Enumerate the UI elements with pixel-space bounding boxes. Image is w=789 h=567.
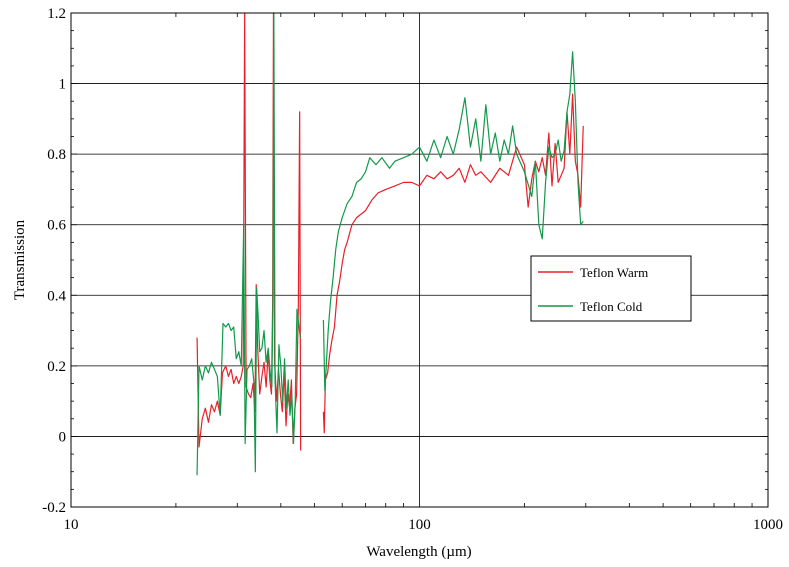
- y-tick-label: 0.4: [47, 288, 66, 304]
- x-tick-labels: 10 100 1000: [64, 517, 784, 533]
- x-tick-label: 1000: [753, 517, 783, 533]
- series-layer: [196, 12, 584, 476]
- x-tick-label: 100: [408, 517, 431, 533]
- series-line-teflon-cold: [196, 12, 301, 476]
- legend-label-teflon-warm: Teflon Warm: [580, 265, 648, 280]
- x-tick-label: 10: [64, 517, 79, 533]
- y-tick-label: 0.2: [47, 359, 66, 375]
- legend-box: [530, 255, 692, 322]
- y-tick-label: 1.2: [47, 6, 66, 22]
- y-tick-labels: -0.2 0 0.2 0.4 0.6 0.8 1 1.2: [42, 6, 66, 516]
- legend: Teflon Warm Teflon Cold: [530, 255, 692, 322]
- y-tick-label: 0.8: [47, 147, 66, 163]
- series-line-teflon-cold: [322, 51, 584, 392]
- plot-frame: [70, 12, 769, 508]
- series-line-teflon-warm: [322, 93, 584, 434]
- y-tick-label: 0: [59, 429, 67, 445]
- y-axis-title: Transmission: [12, 219, 28, 300]
- grid: [71, 13, 768, 507]
- x-axis-title: Wavelength (µm): [366, 544, 471, 560]
- y-tick-label: 0.6: [47, 218, 66, 234]
- y-tick-label: 1: [59, 77, 67, 93]
- y-tick-label: -0.2: [42, 500, 66, 516]
- legend-label-teflon-cold: Teflon Cold: [580, 299, 643, 314]
